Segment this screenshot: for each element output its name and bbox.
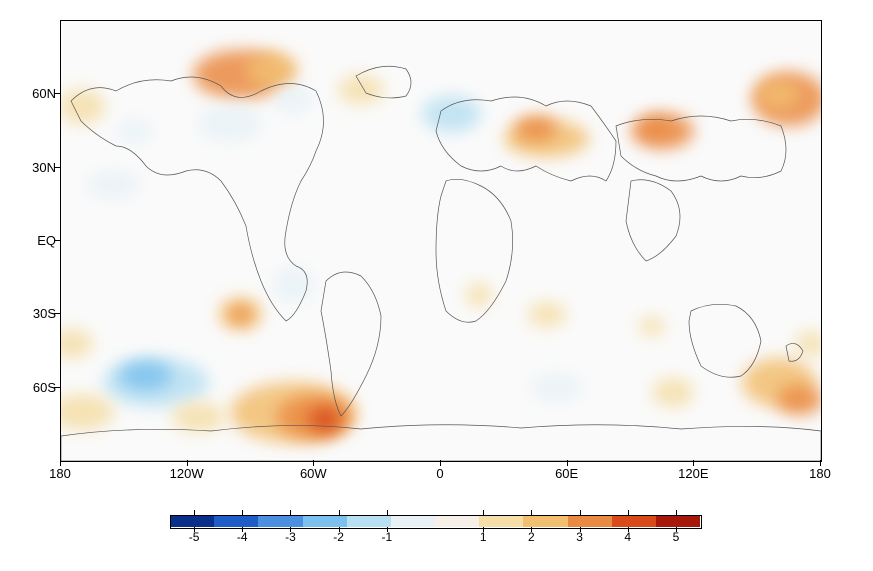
- plot-area: [60, 20, 822, 462]
- anomaly-region: [87, 170, 140, 199]
- colorbar-tick: [483, 510, 484, 515]
- colorbar-tick: [290, 510, 291, 515]
- anomaly-region: [639, 317, 664, 337]
- x-tick-label: 180: [800, 466, 840, 481]
- x-tick-label: 120W: [167, 466, 207, 481]
- colorbar-segment: [170, 515, 214, 527]
- anomaly-region: [652, 378, 694, 407]
- colorbar-segment: [347, 515, 391, 527]
- colorbar-tick-label: 5: [661, 530, 691, 544]
- anomaly-region: [795, 331, 821, 355]
- y-tick-label: 30S: [26, 306, 56, 321]
- anomaly-region: [422, 96, 481, 133]
- anomaly-region: [309, 407, 341, 431]
- x-tick-label: 180: [40, 466, 80, 481]
- anomaly-region: [528, 302, 566, 326]
- anomaly-region: [119, 361, 172, 390]
- colorbar-segment: [214, 515, 258, 527]
- anomaly-region: [246, 52, 299, 89]
- colorbar-tick-label: -5: [179, 530, 209, 544]
- colorbar-segment: [303, 515, 347, 527]
- anomaly-region: [531, 373, 584, 402]
- colorbar-segment: [568, 515, 612, 527]
- colorbar-tick-label: -1: [372, 530, 402, 544]
- y-tick-label: EQ: [26, 233, 56, 248]
- x-tick-label: 120E: [673, 466, 713, 481]
- y-tick-label: 60N: [26, 86, 56, 101]
- y-tick-label: 30N: [26, 160, 56, 175]
- colorbar-segment: [523, 515, 567, 527]
- anomaly-region: [272, 267, 314, 304]
- colorbar-tick-label: 2: [516, 530, 546, 544]
- colorbar-tick: [194, 510, 195, 515]
- colorbar-segment: [656, 515, 700, 527]
- colorbar-tick-label: 4: [613, 530, 643, 544]
- anomaly-region: [758, 80, 800, 109]
- anomaly-region: [230, 306, 251, 323]
- anomaly-layer: [61, 21, 821, 461]
- x-tick-label: 60E: [547, 466, 587, 481]
- colorbar-tick: [628, 510, 629, 515]
- anomaly-region: [172, 402, 225, 431]
- anomaly-region: [515, 116, 557, 140]
- anomaly-region: [61, 394, 114, 431]
- y-tick-label: 60S: [26, 380, 56, 395]
- colorbar-segment: [479, 515, 523, 527]
- colorbar-tick: [676, 510, 677, 515]
- anomaly-region: [466, 283, 491, 307]
- anomaly-region: [338, 75, 384, 104]
- colorbar-tick-label: -2: [324, 530, 354, 544]
- anomaly-region: [272, 85, 314, 114]
- colorbar-tick-label: -3: [275, 530, 305, 544]
- colorbar-segment: [258, 515, 302, 527]
- colorbar-segment: [435, 515, 479, 527]
- anomaly-region: [116, 119, 154, 143]
- x-tick-label: 0: [420, 466, 460, 481]
- anomaly-region: [198, 105, 261, 142]
- colorbar-segment: [391, 515, 435, 527]
- colorbar: [170, 515, 700, 527]
- colorbar-tick: [387, 510, 388, 515]
- colorbar-tick: [531, 510, 532, 515]
- x-tick-label: 60W: [293, 466, 333, 481]
- colorbar-tick: [580, 510, 581, 515]
- colorbar-tick-label: -4: [227, 530, 257, 544]
- anomaly-region: [61, 89, 105, 123]
- colorbar-tick: [242, 510, 243, 515]
- colorbar-tick-label: 1: [468, 530, 498, 544]
- anomaly-region: [61, 329, 93, 358]
- colorbar-tick-label: 3: [565, 530, 595, 544]
- colorbar-tick: [339, 510, 340, 515]
- colorbar-segment: [612, 515, 656, 527]
- anomaly-region: [777, 385, 821, 414]
- chart-container: 180 120W 60W 0 60E 120E 180 60S 30S EQ 30N 60N -5 -…: [0, 0, 873, 571]
